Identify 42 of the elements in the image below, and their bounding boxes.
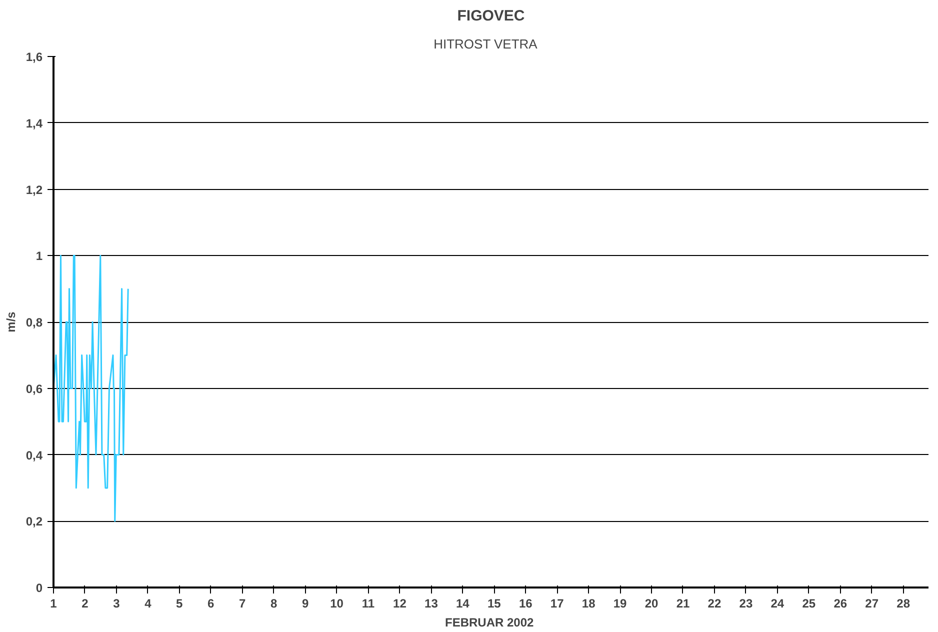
x-tick-label: 17 — [550, 596, 564, 610]
y-tick-label: 1,6 — [26, 50, 43, 64]
x-tick-label: 24 — [770, 596, 784, 610]
x-tick-label: 27 — [865, 596, 879, 610]
x-tick-label: 26 — [834, 596, 848, 610]
x-tick-label: 20 — [644, 596, 659, 610]
x-tick-label: 15 — [487, 596, 502, 610]
x-tick-label: 9 — [302, 596, 309, 610]
x-tick-label: 12 — [393, 596, 407, 610]
y-tick-label: 0,4 — [26, 448, 43, 462]
x-tick-label: 6 — [208, 596, 215, 610]
y-tick-label: 0,2 — [26, 514, 43, 529]
y-tick-label: 1,4 — [26, 116, 43, 130]
x-tick-label: 14 — [456, 596, 470, 610]
y-tick-label: 0,8 — [26, 316, 43, 330]
x-tick-label: 21 — [676, 596, 690, 610]
y-tick-label: 1,2 — [26, 182, 43, 197]
x-axis-title: FEBRUAR 2002 — [444, 616, 534, 630]
y-axis-title: m/s — [4, 311, 18, 332]
chart-subtitle: HITROST VETRA — [434, 36, 538, 52]
x-tick-label: 8 — [270, 596, 278, 610]
x-tick-label: 10 — [330, 596, 344, 610]
line-series — [54, 254, 129, 522]
x-tick-label: 7 — [239, 596, 246, 610]
x-tick-label: 22 — [708, 596, 722, 610]
x-tick-label: 16 — [518, 596, 533, 610]
x-tick-label: 2 — [82, 596, 89, 610]
chart-title: FIGOVEC — [457, 8, 525, 24]
y-tick-label: 1 — [36, 249, 43, 264]
x-tick-label: 4 — [144, 596, 152, 610]
x-tick-label: 28 — [896, 596, 910, 610]
x-tick-label: 5 — [176, 596, 184, 610]
x-tick-label: 3 — [113, 596, 120, 610]
x-tick-label: 13 — [424, 596, 438, 610]
x-tick-label: 25 — [802, 596, 816, 610]
y-tick-label: 0 — [36, 581, 43, 595]
x-tick-label: 11 — [362, 596, 375, 610]
x-tick-label: 18 — [582, 596, 596, 610]
y-tick-label: 0,6 — [26, 382, 43, 396]
x-tick-label: 23 — [739, 596, 753, 610]
x-tick-label: 19 — [613, 596, 628, 610]
x-tick-label: 1 — [50, 596, 58, 610]
